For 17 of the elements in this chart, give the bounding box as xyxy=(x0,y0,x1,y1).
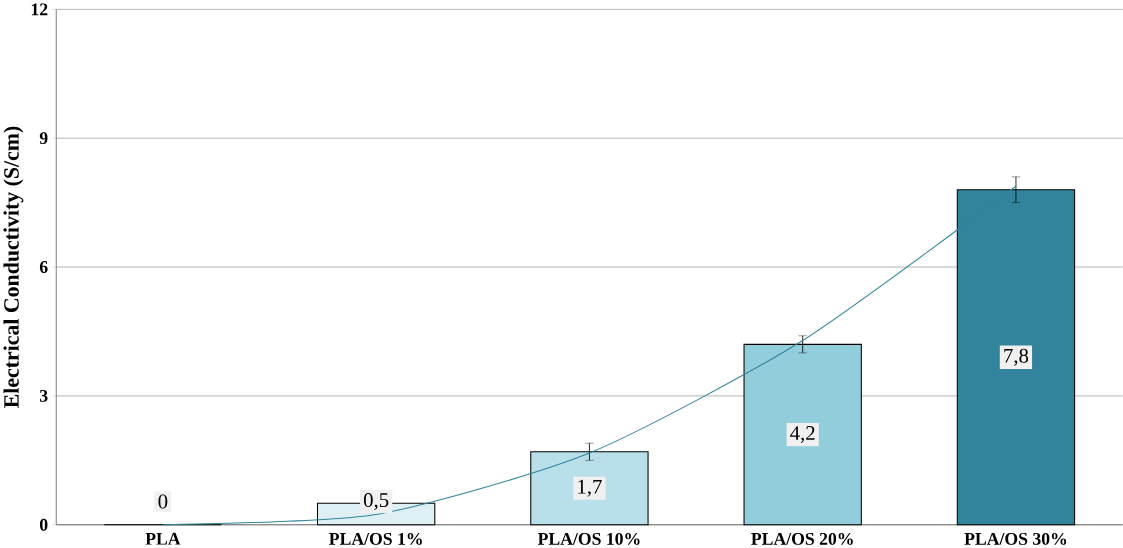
data-label: 7,8 xyxy=(1004,348,1029,366)
x-tick-label: PLA/OS 20% xyxy=(751,532,853,545)
data-label: 0,5 xyxy=(363,492,389,510)
y-tick-label: 3 xyxy=(39,389,48,402)
y-tick-label: 9 xyxy=(39,132,48,144)
data-label: 4,2 xyxy=(790,425,815,443)
y-tick-label: 6 xyxy=(39,260,48,273)
y-axis-title: Electrical Conductivity (S/cm) xyxy=(3,126,24,408)
x-tick-label: PLA xyxy=(145,532,181,545)
x-tick-label: PLA/OS 1% xyxy=(329,532,422,545)
y-tick-label: 0 xyxy=(39,518,48,531)
data-label: 0 xyxy=(158,494,168,509)
x-tick-label: PLA/OS 30% xyxy=(964,532,1067,545)
data-label: 1,7 xyxy=(578,479,602,497)
bar xyxy=(743,343,862,526)
x-tick-label: PLA/OS 10% xyxy=(537,532,640,545)
y-tick-label: 12 xyxy=(31,3,48,16)
